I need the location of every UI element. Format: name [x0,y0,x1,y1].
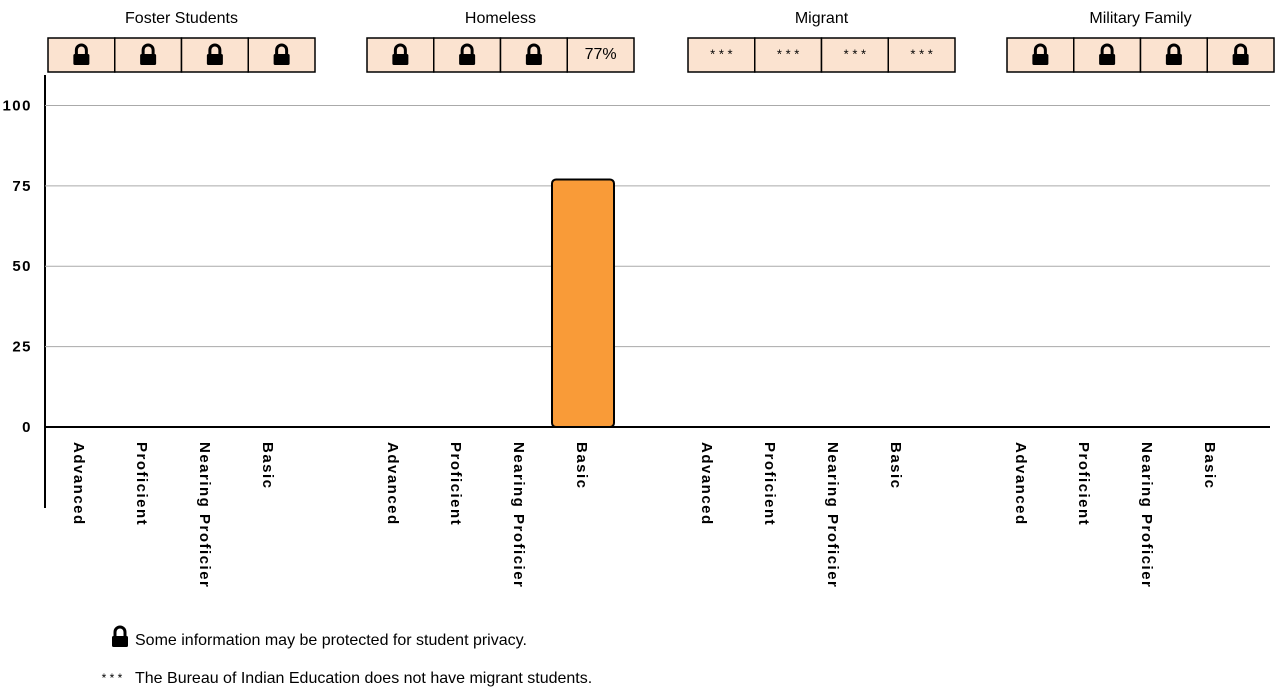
x-tick-label: Proficient [133,442,150,526]
y-tick-label: 75 [12,178,32,195]
cell-label: * * * [710,46,732,61]
y-tick-label: 50 [12,258,32,275]
summary-cell [887,37,956,73]
cell-label: * * * [844,46,866,61]
lock-icon [206,43,223,65]
lock-icon [1232,43,1249,65]
lock-body [1165,54,1182,65]
group-title: Military Family [1089,10,1191,27]
lock-body [73,54,90,65]
x-tick-label: Advanced [70,442,87,526]
lock-body [273,54,290,65]
lock-shackle [460,43,474,54]
x-tick-label: Nearing Proficier [1138,442,1155,588]
lock-body [206,54,223,65]
lock-body [140,54,157,65]
lock-icon [525,43,542,65]
lock-body [112,636,128,647]
summary-cell [566,37,635,73]
summary-cell [687,37,756,73]
x-tick-label: Advanced [384,442,401,526]
x-tick-label: Proficient [1075,442,1092,526]
lock-body [1032,54,1049,65]
group-title: Homeless [465,10,536,27]
lock-icon [392,43,409,65]
lock-body [1099,54,1116,65]
x-tick-label: Basic [259,442,276,490]
lock-shackle [527,43,541,54]
note-lock-icon [112,625,128,647]
x-tick-label: Nearing Proficier [196,442,213,588]
cell-label: 77% [585,46,617,63]
lock-body [1232,54,1249,65]
lock-shackle [1167,43,1181,54]
lock-icon [1165,43,1182,65]
lock-icon [459,43,476,65]
x-tick-label: Basic [1201,442,1218,490]
lock-shackle [74,43,88,54]
x-tick-label: Proficient [447,442,464,526]
x-tick-label: Proficient [761,442,778,526]
lock-icon [1032,43,1049,65]
summary-cell [820,37,889,73]
lock-shackle [1234,43,1248,54]
lock-icon [273,43,290,65]
note-text: Some information may be protected for st… [135,632,527,649]
y-tick-label: 25 [12,339,32,356]
x-tick-label: Nearing Proficier [824,442,841,588]
lock-shackle [208,43,222,54]
lock-shackle [275,43,289,54]
lock-shackle [1100,43,1114,54]
lock-body [459,54,476,65]
cell-label: * * * [777,46,799,61]
x-tick-label: Basic [887,442,904,490]
note-symbol: * * * [102,671,123,685]
lock-shackle [1033,43,1047,54]
lock-shackle [113,625,127,636]
x-tick-label: Advanced [698,442,715,526]
cell-label: * * * [910,46,932,61]
x-tick-label: Nearing Proficier [510,442,527,588]
note-text: The Bureau of Indian Education does not … [135,670,592,687]
group-title: Foster Students [125,10,238,27]
y-tick-label: 0 [22,419,32,436]
x-tick-label: Basic [573,442,590,490]
summary-cell [754,37,823,73]
bar [551,178,615,428]
lock-shackle [393,43,407,54]
lock-icon [73,43,90,65]
lock-body [525,54,542,65]
y-tick-label: 100 [2,97,32,114]
group-title: Migrant [795,10,849,27]
x-tick-label: Advanced [1012,442,1029,526]
lock-icon [140,43,157,65]
lock-shackle [141,43,155,54]
summary-cell [47,37,116,73]
lock-body [392,54,409,65]
lock-icon [1099,43,1116,65]
